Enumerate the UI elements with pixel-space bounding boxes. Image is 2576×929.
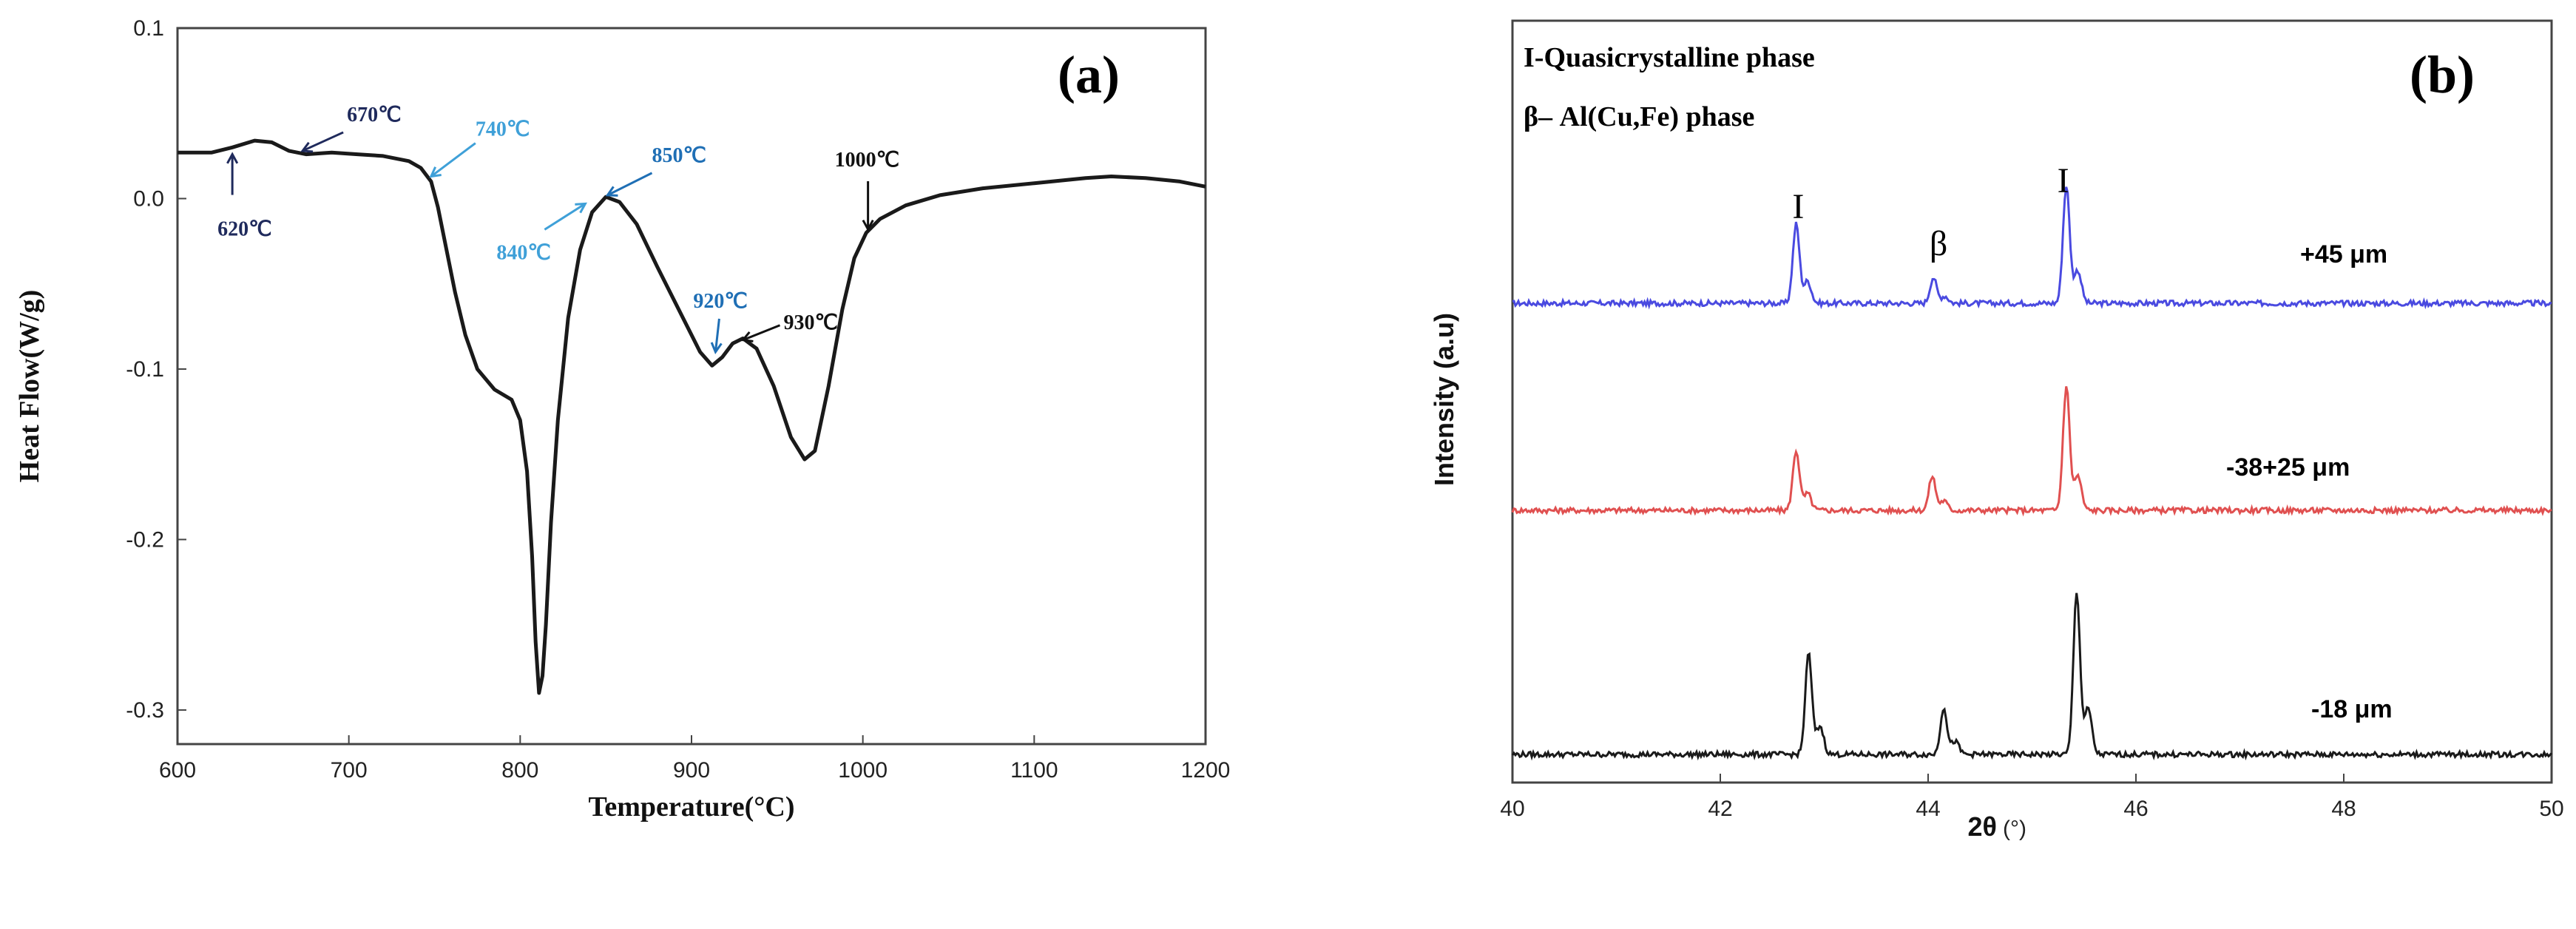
xrd-pattern-line: [1511, 592, 2553, 761]
dsc-annotation-label: 840℃: [496, 241, 550, 264]
dsc-curve: [178, 138, 1206, 695]
dsc-annotation-arrow: [742, 324, 781, 342]
dsc-annotation-arrowhead: [740, 331, 754, 342]
dsc-annotation-arrow: [606, 172, 653, 197]
xrd-peak-label: I: [1792, 187, 1804, 226]
dsc-x-tick-label: 1000: [838, 758, 888, 783]
xrd-peak-label: I: [2058, 161, 2069, 200]
dsc-annotation-arrow: [430, 142, 476, 178]
dsc-x-tick-label: 600: [159, 758, 196, 783]
xrd-peak-label: β: [1930, 224, 1947, 263]
xrd-x-tick-label: 50: [2539, 797, 2563, 821]
xrd-x-axis-label: 2θ: [1968, 811, 1997, 842]
dsc-y-tick-label: 0.1: [133, 16, 164, 41]
dsc-annotation-label: 920℃: [693, 290, 747, 313]
dsc-annotation-arrowhead: [226, 152, 239, 164]
xrd-plot-frame: [1511, 19, 2553, 784]
xrd-pattern-line: [1511, 386, 2552, 517]
dsc-annotation-arrow: [544, 203, 586, 231]
panel-label-b: (b): [2410, 45, 2475, 104]
xrd-series: +45 μm -38+25 μm -18 μm: [1511, 186, 2553, 761]
dsc-annotation-arrowhead: [300, 141, 314, 153]
dsc-annotation-label: 670℃: [347, 104, 401, 126]
dsc-annotation-label: 930℃: [784, 311, 838, 334]
dsc-x-tick-label: 1100: [1010, 758, 1058, 783]
dsc-y-tick-label: 0.0: [133, 186, 164, 211]
dsc-annotation-arrowhead: [575, 202, 588, 214]
xrd-x-tick-label: 42: [1708, 797, 1732, 821]
dsc-x-tick-label: 800: [501, 758, 538, 783]
dsc-plot-frame: [176, 27, 1207, 746]
xrd-peak-labels: Iβ I: [1792, 161, 2069, 263]
dsc-annotation-arrow: [302, 131, 344, 152]
dsc-annotation-label: 1000℃: [835, 149, 899, 172]
xrd-x-axis-unit: (°): [2003, 817, 2026, 841]
dsc-x-ticks: 600 700 800 900 1000 1100 1200: [159, 735, 1230, 783]
dsc-annotation-arrowhead: [862, 219, 874, 232]
xrd-x-tick-label: 46: [2123, 797, 2148, 821]
xrd-series-label: +45 μm: [2300, 240, 2387, 268]
dsc-annotation-arrowhead: [710, 342, 723, 355]
xrd-pattern-line: [1512, 186, 2552, 310]
dsc-x-tick-label: 1200: [1181, 758, 1231, 783]
xrd-series-label: -18 μm: [2311, 695, 2393, 723]
dsc-x-axis-label: Temperature(°C): [588, 791, 794, 822]
dsc-y-tick-label: -0.2: [126, 527, 164, 552]
dsc-annotation-label: 620℃: [217, 218, 271, 241]
dsc-y-tick-label: -0.3: [126, 698, 164, 723]
dsc-y-tick-label: -0.1: [126, 357, 164, 382]
dsc-y-axis-label: Heat Flow(W/g): [14, 290, 45, 483]
dsc-annotations: 620℃ 670℃ 740℃ 840℃ 850℃ 920℃ 930℃ 1000℃: [217, 104, 899, 355]
xrd-x-tick-label: 40: [1500, 797, 1524, 821]
xrd-x-tick-label: 48: [2331, 797, 2356, 821]
dsc-x-tick-label: 900: [673, 758, 710, 783]
legend-beta-phase: β– Al(Cu,Fe) phase: [1524, 101, 1754, 132]
xrd-chart: 40 42 44 46 48 50 +45 μm -38+25 μm -18 μm (b) I…: [1429, 19, 2564, 842]
dsc-annotation-arrowhead: [605, 186, 618, 197]
dsc-annotation-label: 740℃: [476, 118, 530, 141]
xrd-x-ticks: 40 42 44 46 48 50: [1500, 774, 2564, 821]
dsc-chart: 600 700 800 900 1000 1100 1200 0.1 0.0 -0.1 -0.2 -…: [14, 16, 1230, 822]
dsc-y-ticks: 0.1 0.0 -0.1 -0.2 -0.3: [126, 16, 186, 723]
dsc-x-tick-label: 700: [331, 758, 368, 783]
dsc-annotation-arrow: [714, 318, 720, 353]
xrd-series-label: -38+25 μm: [2226, 453, 2350, 482]
xrd-x-tick-label: 44: [1916, 797, 1940, 821]
xrd-y-axis-label: Intensity (a.u): [1429, 313, 1459, 486]
dsc-annotation-arrowhead: [429, 166, 442, 178]
legend-quasicrystalline: I-Quasicrystalline phase: [1524, 42, 1815, 73]
panel-label-a: (a): [1058, 45, 1120, 104]
dsc-annotation-label: 850℃: [652, 144, 706, 167]
